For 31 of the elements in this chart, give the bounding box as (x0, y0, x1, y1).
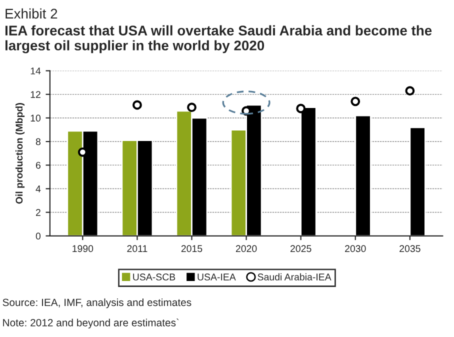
y-tick-label: 2 (36, 209, 40, 216)
y-tick-label: 8 (36, 138, 40, 146)
y-tick-label: 12 (30, 91, 40, 98)
point (187, 102, 196, 112)
y-tick-label: 4 (36, 186, 41, 192)
bar (409, 126, 426, 236)
legend-label: Saudi Arabia-IEA (258, 273, 332, 280)
bar (354, 114, 372, 236)
point (350, 96, 360, 106)
y-tick-label: 14 (30, 68, 41, 74)
legend-label: USA-IEA (198, 274, 236, 280)
chart-title: Exhibit 2 (6, 8, 58, 19)
legend-label: USA-SCB (133, 274, 176, 280)
x-tick-label: 2015 (181, 245, 202, 252)
y-tick-label: 0 (36, 232, 41, 240)
point (132, 100, 142, 110)
x-tick-label: 2035 (400, 245, 420, 252)
bar (300, 106, 317, 236)
x-tick-label: 2030 (345, 245, 366, 252)
y-tick-label: 10 (30, 114, 41, 122)
chart-subtitle: IEA forecast that USA will overtake Saudi Arabia and become the largest oil supplier in the world by 2020 (5, 25, 432, 54)
x-tick-label: 1990 (72, 245, 94, 252)
x-tick-label: 2020 (236, 245, 257, 252)
y-axis-title: Oil production (Mbpd) (15, 103, 25, 204)
point (405, 86, 415, 96)
text: Note: 2012 and beyond are estimates` (3, 318, 179, 328)
x-tick-label: 2025 (290, 245, 312, 252)
point (296, 104, 306, 114)
y-tick-label: 6 (36, 162, 40, 169)
x-tick-label: 2011 (127, 245, 148, 252)
source-note: Source: IEA, IMF, analysis and estimates (2, 298, 192, 308)
